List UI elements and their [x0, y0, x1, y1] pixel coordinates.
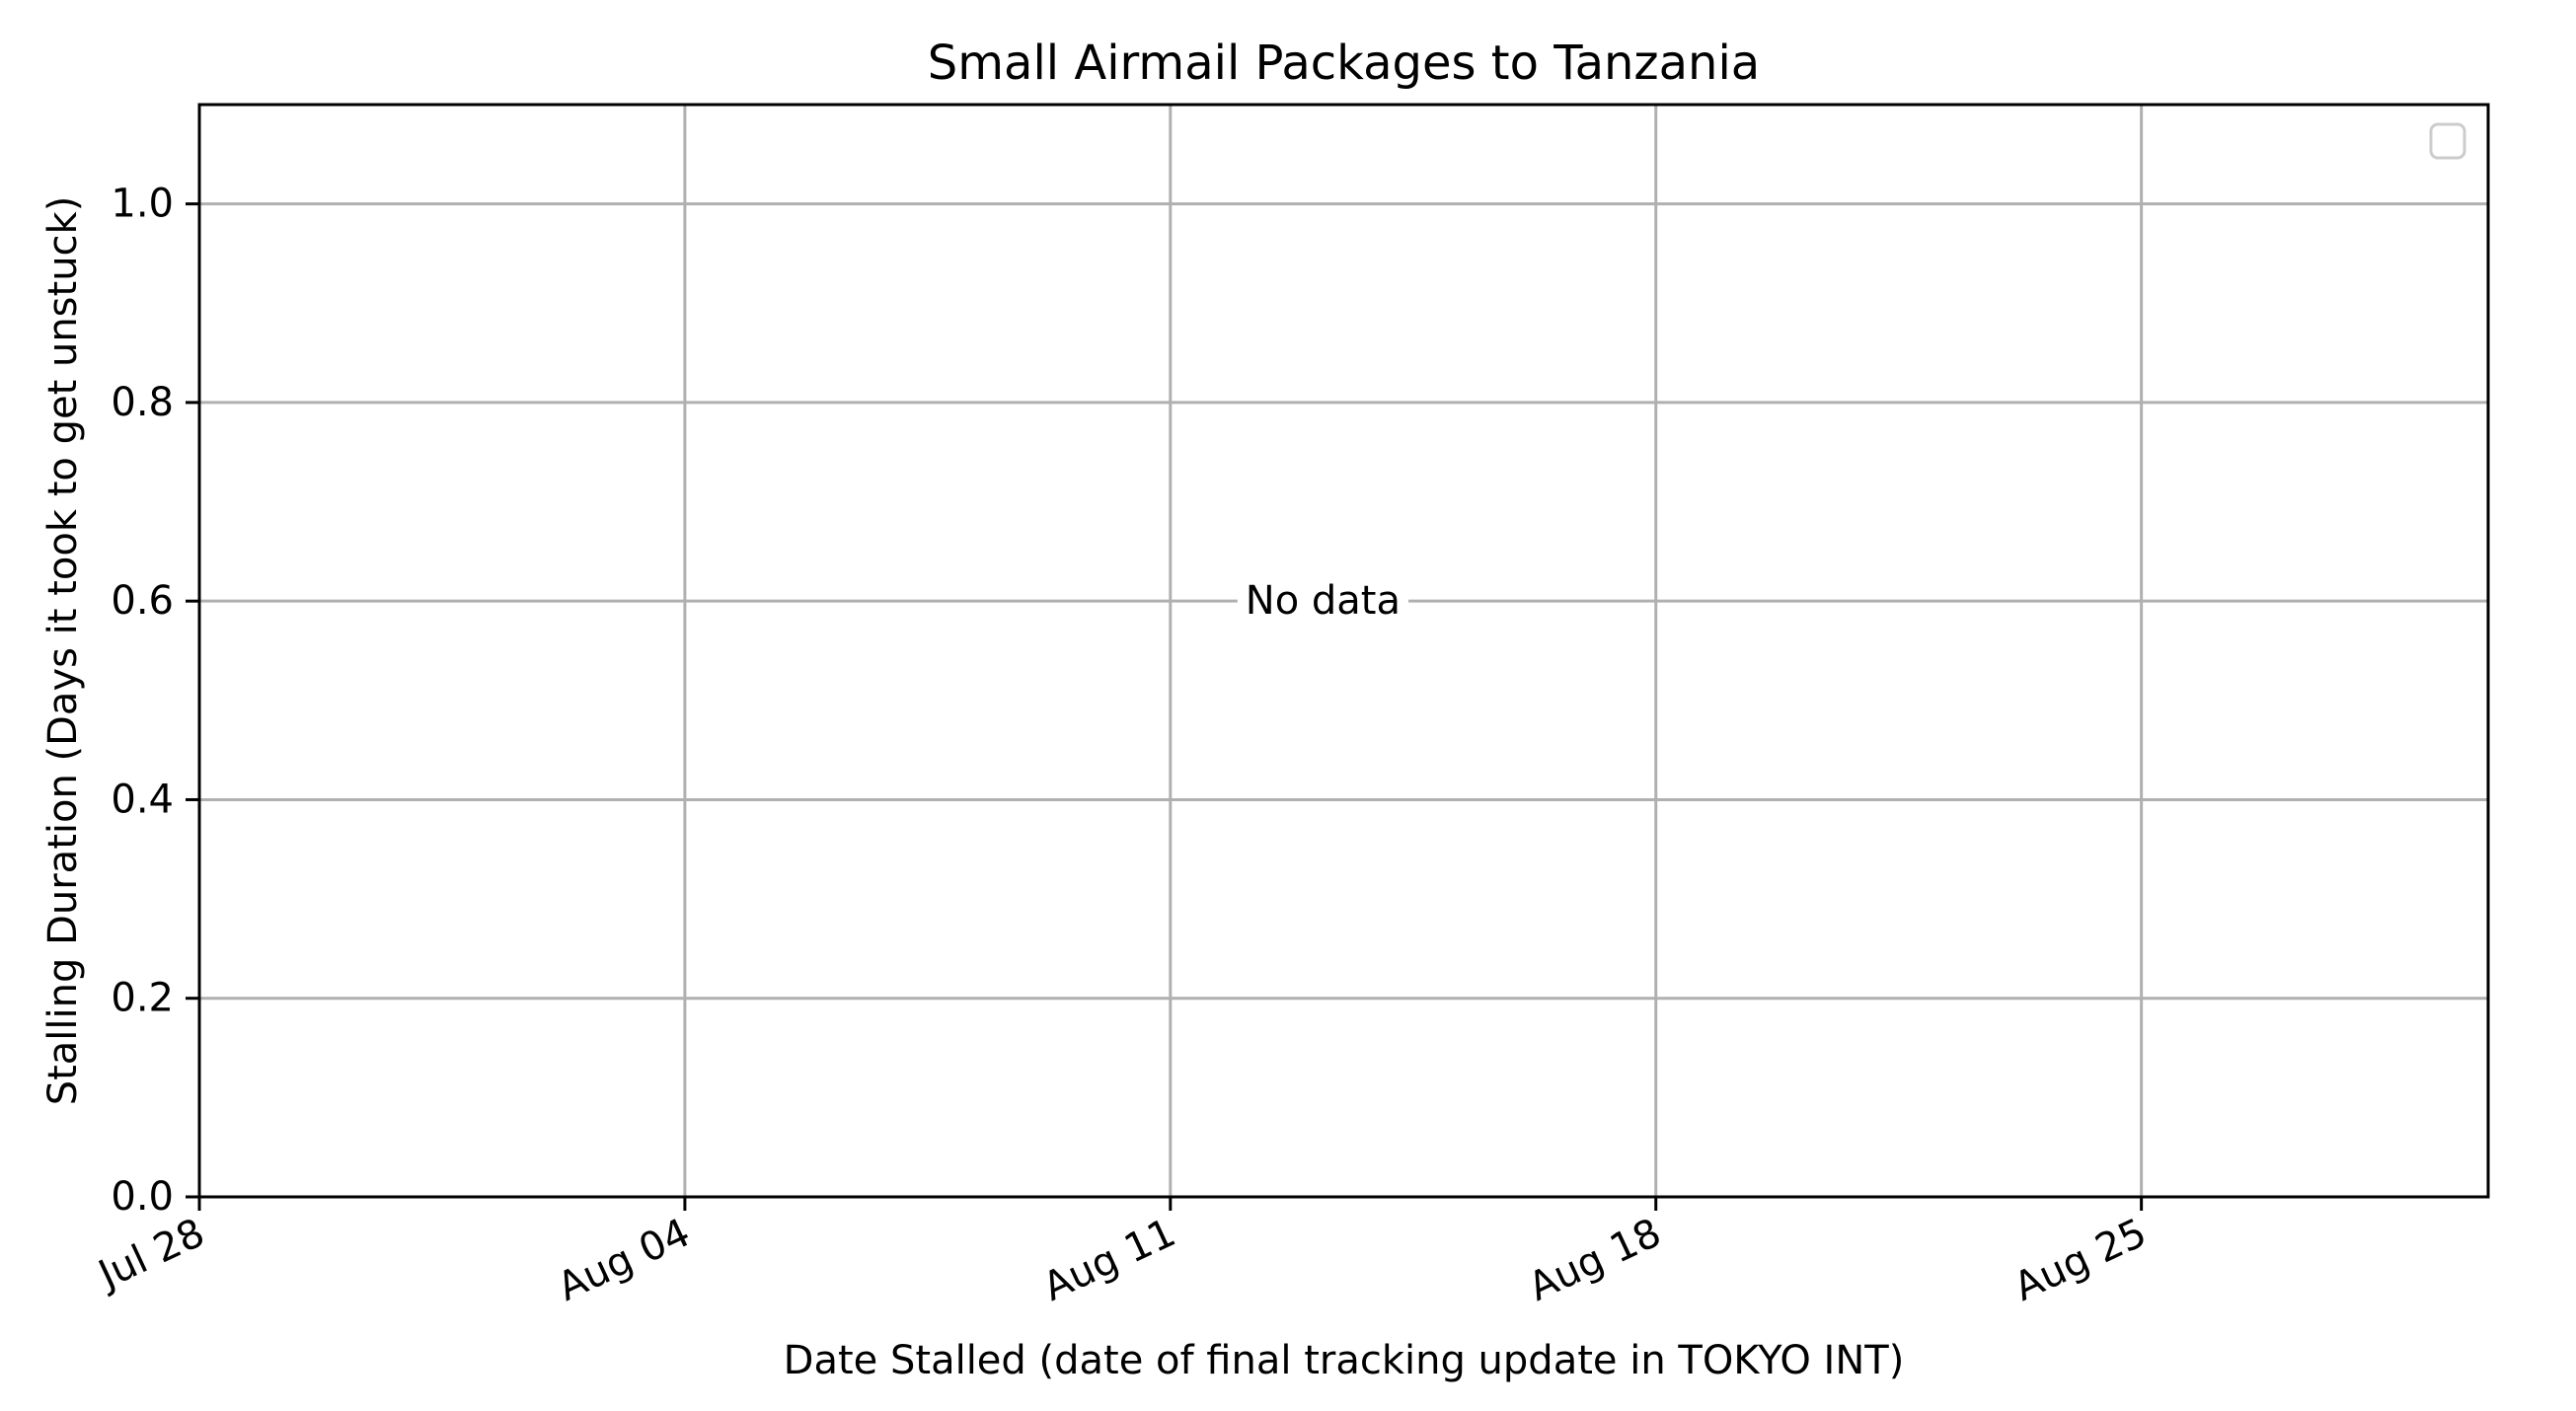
axes-frame — [197, 103, 2490, 1199]
legend-box — [2429, 122, 2466, 160]
y-axis-ticks: 0.0 0.2 0.4 0.6 0.8 1.0 — [111, 182, 199, 1220]
y-tick-label: 0.2 — [111, 976, 174, 1021]
y-tick-label: 0.8 — [111, 380, 174, 425]
chart-title: Small Airmail Packages to Tanzania — [928, 36, 1760, 91]
no-data-annotation: No data — [1246, 578, 1401, 624]
y-tick-label: 0.6 — [111, 578, 174, 624]
y-tick-label: 0.4 — [111, 777, 174, 822]
x-axis-label: Date Stalled (date of final tracking upd… — [784, 1338, 1905, 1383]
y-tick-label: 1.0 — [111, 182, 174, 227]
y-axis-label: Stalling Duration (Days it took to get u… — [40, 196, 86, 1106]
y-tick-label: 0.0 — [111, 1174, 174, 1220]
annotation-background — [1237, 574, 1409, 629]
